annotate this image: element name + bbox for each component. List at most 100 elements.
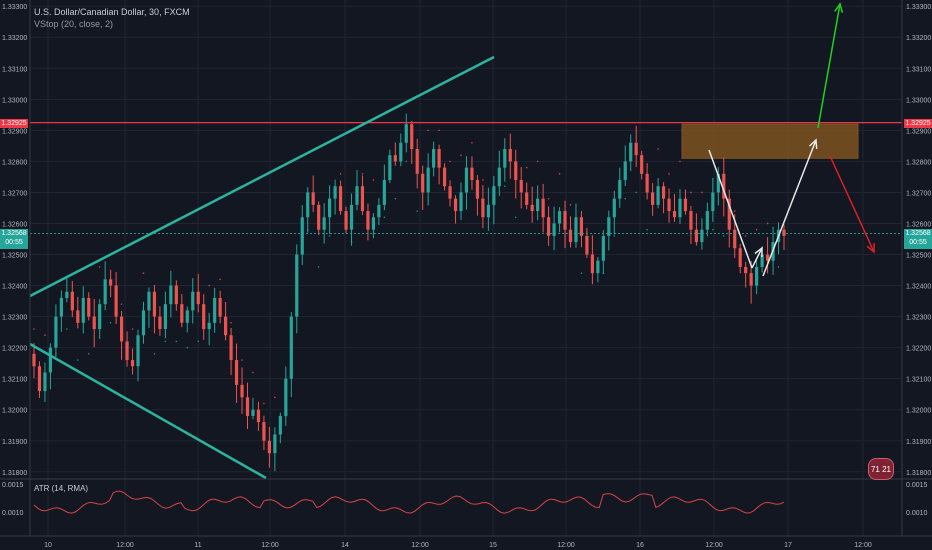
left-price-tick-label: 1.32400 bbox=[2, 284, 27, 291]
vstop-dot bbox=[274, 396, 276, 399]
candle-body bbox=[552, 223, 556, 236]
left-price-tick-label: 1.32300 bbox=[2, 315, 27, 322]
candle-body bbox=[256, 409, 261, 423]
candle-body bbox=[667, 198, 671, 212]
candle-body bbox=[459, 192, 463, 212]
candle-body bbox=[349, 204, 354, 230]
vstop-dot bbox=[175, 340, 178, 343]
vstop-dot bbox=[679, 160, 681, 163]
price-tick-label: 1.32100 bbox=[906, 377, 931, 384]
candle-body bbox=[300, 217, 304, 255]
candle-body bbox=[705, 211, 709, 230]
resistance-price-label: 1.32925 bbox=[905, 120, 931, 127]
time-tick-label: 12:00 bbox=[705, 542, 723, 549]
candle-body bbox=[284, 378, 288, 416]
vstop-dot bbox=[164, 340, 167, 343]
vstop-dot bbox=[241, 359, 243, 361]
candle-body bbox=[152, 291, 157, 317]
vstop-dot bbox=[55, 353, 57, 355]
left-price-tick-label: 1.32100 bbox=[2, 377, 27, 384]
candle-body bbox=[656, 186, 660, 205]
candle-body bbox=[683, 198, 688, 212]
candle-body bbox=[530, 204, 534, 212]
candle-body bbox=[415, 148, 419, 174]
bullish-arrow bbox=[817, 2, 844, 129]
time-tick-label: 12:00 bbox=[116, 542, 134, 549]
vstop-dot bbox=[361, 173, 364, 175]
price-tick-label: 1.33300 bbox=[906, 4, 931, 11]
candle-body bbox=[612, 198, 616, 218]
candle-body bbox=[174, 285, 178, 305]
bullish-arrow-head bbox=[834, 2, 844, 13]
vstop-dot bbox=[657, 148, 659, 150]
candle-body bbox=[81, 297, 85, 323]
candle-body bbox=[601, 235, 605, 261]
candle-body bbox=[503, 148, 507, 168]
candle-body bbox=[114, 285, 118, 317]
alerts-badge[interactable]: 71 21 bbox=[868, 458, 894, 480]
candle-body bbox=[678, 198, 682, 218]
price-tick-label: 1.32900 bbox=[906, 128, 931, 135]
vstop-dot bbox=[701, 191, 703, 194]
candle-body bbox=[273, 434, 277, 454]
atr-line bbox=[33, 490, 785, 514]
candle-body bbox=[711, 192, 715, 212]
vstop-dot bbox=[109, 322, 112, 324]
vstop-dot bbox=[44, 334, 46, 337]
price-tick-label: 1.32400 bbox=[906, 284, 931, 291]
candle-body bbox=[306, 192, 310, 218]
atr-pane bbox=[33, 490, 785, 514]
vstop-dot bbox=[438, 129, 440, 132]
candle-body bbox=[37, 366, 42, 392]
candle-body bbox=[130, 360, 135, 367]
path-arrow-short-head bbox=[754, 246, 763, 258]
vstop-dot bbox=[252, 371, 254, 374]
vstop-dot bbox=[230, 322, 232, 324]
vstop-dot bbox=[624, 197, 627, 200]
path-arrow-up bbox=[762, 138, 818, 277]
vstop-dot bbox=[416, 210, 419, 212]
vstop-dot bbox=[427, 129, 429, 132]
vstop-dot bbox=[449, 160, 451, 163]
candle-body bbox=[344, 211, 348, 230]
candle-body bbox=[147, 291, 151, 311]
vstop-dot bbox=[722, 235, 725, 237]
candle-body bbox=[672, 211, 677, 218]
candle-body bbox=[716, 173, 720, 193]
atr-tick-label: 0.0010 bbox=[906, 510, 928, 517]
candle-body bbox=[191, 291, 195, 311]
candle-body bbox=[234, 360, 239, 385]
current-price-label: 1.32568 bbox=[905, 230, 931, 237]
vstop-dot bbox=[536, 160, 539, 163]
supply-zone bbox=[681, 123, 859, 159]
vstop-dot bbox=[569, 204, 572, 206]
atr-legend: ATR (14, RMA) bbox=[34, 484, 89, 493]
candle-body bbox=[141, 310, 146, 336]
candle-body bbox=[43, 372, 47, 392]
vstop-dot bbox=[493, 222, 495, 225]
candle-body bbox=[722, 173, 726, 199]
channel-lower-trendline bbox=[29, 342, 267, 480]
candle-body bbox=[689, 211, 693, 230]
vstop-dot bbox=[580, 272, 583, 274]
path-down-leg bbox=[708, 149, 753, 269]
candle-body bbox=[541, 198, 545, 218]
candle-body bbox=[76, 310, 80, 323]
drawings-layer bbox=[29, 2, 902, 480]
candle-body bbox=[262, 422, 266, 441]
vstop-dot bbox=[766, 222, 769, 225]
candle-body bbox=[70, 291, 74, 311]
vstop-dot bbox=[755, 228, 758, 231]
candle-body bbox=[432, 148, 436, 168]
candle-body bbox=[245, 397, 250, 416]
vstop-dot bbox=[460, 154, 462, 156]
left-price-tick-label: 1.31900 bbox=[2, 439, 27, 446]
time-tick-label: 14 bbox=[341, 542, 349, 549]
left-atr-tick-label: 0.0015 bbox=[2, 482, 24, 489]
time-tick-label: 12:00 bbox=[261, 542, 279, 549]
vstop-dot bbox=[405, 160, 408, 163]
vstop-dot bbox=[668, 173, 670, 175]
time-tick-label: 12:00 bbox=[557, 542, 575, 549]
time-tick-label: 15 bbox=[489, 542, 497, 549]
